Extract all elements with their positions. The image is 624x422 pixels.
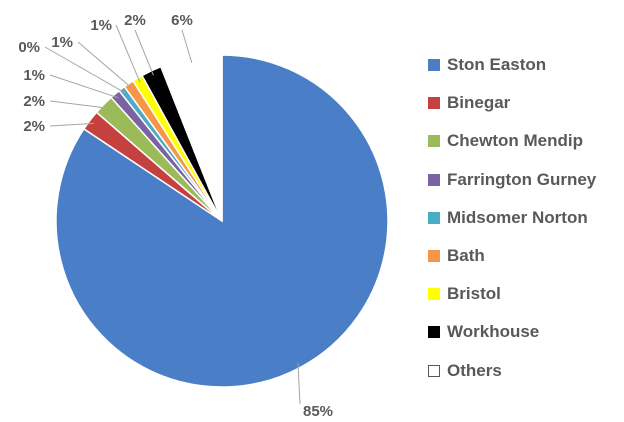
data-label-ston-easton: 85% — [303, 403, 333, 420]
legend-label-workhouse: Workhouse — [447, 322, 540, 342]
data-label-chewton-mendip: 2% — [23, 93, 45, 110]
legend-item-midsomer-norton: Midsomer Norton — [428, 199, 596, 237]
legend-swatch-farrington-gurney — [428, 173, 440, 186]
data-label-others: 6% — [171, 12, 193, 29]
legend-item-bristol: Bristol — [428, 275, 596, 313]
data-labels: 85% 2% 2% 1% 0% 1% 1% 2% 6% — [18, 12, 333, 420]
legend-item-ston-easton: Ston Easton — [428, 46, 596, 84]
leader-line-farrington-gurney — [49, 74, 119, 99]
legend-swatch-bath — [428, 250, 440, 263]
legend-label-others: Others — [447, 360, 502, 380]
legend-swatch-workhouse — [428, 326, 440, 339]
data-label-midsomer-norton: 0% — [18, 39, 40, 56]
data-label-workhouse: 2% — [124, 12, 146, 29]
legend-item-others: Others — [428, 352, 596, 390]
leader-line-bristol — [115, 24, 141, 83]
legend-label-bath: Bath — [447, 246, 485, 266]
legend-swatch-midsomer-norton — [428, 211, 440, 224]
leader-lines — [44, 24, 301, 405]
legend-item-chewton-mendip: Chewton Mendip — [428, 122, 596, 160]
legend-item-farrington-gurney: Farrington Gurney — [428, 161, 596, 199]
leader-line-workhouse — [134, 29, 154, 76]
legend-label-bristol: Bristol — [447, 284, 501, 304]
legend-swatch-bristol — [428, 288, 440, 301]
legend-label-chewton-mendip: Chewton Mendip — [447, 131, 583, 151]
legend-label-binegar: Binegar — [447, 93, 511, 113]
leader-line-others — [181, 29, 193, 63]
legend-swatch-binegar — [428, 97, 440, 110]
pie-slices — [55, 54, 389, 388]
data-label-farrington-gurney: 1% — [23, 67, 45, 84]
chart-legend: Ston Easton Binegar Chewton Mendip Farringt… — [428, 46, 596, 390]
data-label-bath: 1% — [51, 34, 73, 51]
legend-item-binegar: Binegar — [428, 84, 596, 122]
legend-swatch-chewton-mendip — [428, 135, 440, 148]
pie-slice-ston-easton — [55, 54, 389, 388]
leader-line-bath — [77, 41, 132, 89]
legend-label-ston-easton: Ston Easton — [447, 55, 547, 75]
legend-swatch-others — [428, 364, 440, 377]
legend-item-bath: Bath — [428, 237, 596, 275]
leader-line-midsomer-norton — [44, 46, 126, 94]
legend-label-midsomer-norton: Midsomer Norton — [447, 207, 588, 227]
legend-label-farrington-gurney: Farrington Gurney — [447, 169, 597, 189]
legend-item-workhouse: Workhouse — [428, 313, 596, 351]
pie-slice-others — [159, 54, 223, 222]
data-label-binegar: 2% — [23, 118, 45, 135]
leader-line-binegar — [49, 122, 94, 127]
leader-line-chewton-mendip — [49, 100, 108, 109]
legend-swatch-ston-easton — [428, 59, 440, 72]
data-label-bristol: 1% — [90, 17, 112, 34]
leader-line-ston-easton — [297, 362, 301, 405]
